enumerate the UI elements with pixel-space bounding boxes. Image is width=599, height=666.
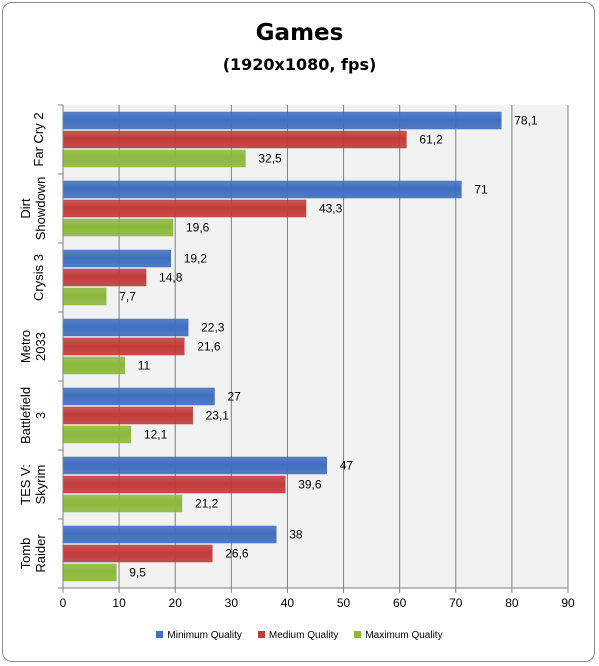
- data-label: 22,3: [201, 321, 225, 335]
- chart-subtitle: (1920x1080, fps): [222, 55, 377, 74]
- data-label: 78,1: [514, 114, 538, 128]
- legend-item: Maximum Quality: [354, 630, 443, 641]
- data-label: 32,5: [258, 152, 282, 166]
- data-label: 19,6: [186, 221, 210, 235]
- bar: [62, 149, 246, 168]
- legend-label: Medium Quality: [268, 630, 339, 641]
- x-tick-label: 90: [561, 596, 575, 610]
- category-label: Skyrim: [33, 465, 48, 505]
- data-label: 38: [289, 528, 303, 542]
- bar: [62, 544, 213, 563]
- x-tick-label: 40: [281, 596, 295, 610]
- data-label: 26,6: [225, 547, 249, 561]
- data-label: 21,6: [197, 340, 221, 354]
- bar: [62, 318, 189, 337]
- legend-swatch: [257, 631, 265, 638]
- chart-title: Games: [255, 20, 344, 46]
- bar: [62, 111, 502, 130]
- legend-label: Maximum Quality: [365, 630, 443, 641]
- bar: [62, 406, 193, 425]
- category-label: Far Cry 2: [31, 112, 46, 166]
- category-label: Tomb: [18, 538, 33, 570]
- data-label: 71: [474, 183, 488, 197]
- bar: [62, 475, 286, 494]
- category-label: TES V:: [18, 464, 33, 505]
- bar: [62, 494, 183, 513]
- bar: [62, 180, 462, 199]
- category-label: Battlefield: [18, 387, 33, 444]
- data-label: 23,1: [206, 409, 230, 423]
- data-label: 27: [228, 390, 242, 404]
- data-label: 12,1: [144, 428, 168, 442]
- category-label: Metro: [18, 330, 33, 363]
- legend-item: Medium Quality: [257, 630, 339, 641]
- data-label: 61,2: [419, 133, 443, 147]
- legend-swatch: [354, 631, 362, 638]
- bar: [62, 525, 277, 544]
- x-tick-label: 60: [393, 596, 407, 610]
- bar: [62, 337, 185, 356]
- bar: [62, 356, 125, 375]
- legend: Minimum Quality Medium Quality Maximum Qua…: [0, 630, 599, 641]
- bar: [62, 287, 107, 306]
- x-tick-label: 50: [337, 596, 351, 610]
- category-label: Crysis 3: [31, 254, 46, 301]
- data-label: 11: [138, 359, 151, 373]
- category-label: 2033: [33, 332, 48, 361]
- x-tick-label: 10: [112, 596, 126, 610]
- x-tick-label: 30: [225, 596, 239, 610]
- data-label: 39,6: [298, 478, 322, 492]
- x-tick-label: 80: [505, 596, 519, 610]
- x-tick-label: 0: [60, 596, 67, 610]
- bar: [62, 425, 132, 444]
- category-label: Showdown: [33, 177, 48, 241]
- bar: [62, 130, 407, 149]
- bar: [62, 218, 174, 237]
- legend-item: Minimum Quality: [156, 630, 242, 641]
- category-label: Raider: [33, 534, 48, 573]
- x-tick-label: 20: [169, 596, 183, 610]
- data-label: 9,5: [129, 566, 146, 580]
- bar: [62, 563, 117, 582]
- data-label: 14,8: [159, 271, 183, 285]
- data-label: 47: [340, 459, 354, 473]
- bar: [62, 456, 327, 475]
- category-label: 3: [33, 412, 48, 419]
- data-label: 19,2: [184, 252, 208, 266]
- data-label: 43,3: [319, 202, 343, 216]
- data-label: 21,2: [195, 497, 219, 511]
- legend-swatch: [156, 631, 164, 638]
- data-label: 7,7: [119, 290, 136, 304]
- x-tick-label: 70: [449, 596, 463, 610]
- category-label: Dirt: [18, 198, 33, 219]
- bar: [62, 249, 171, 268]
- legend-label: Minimum Quality: [167, 630, 242, 641]
- bar: [62, 268, 147, 287]
- bar: [62, 387, 215, 406]
- bar: [62, 199, 307, 218]
